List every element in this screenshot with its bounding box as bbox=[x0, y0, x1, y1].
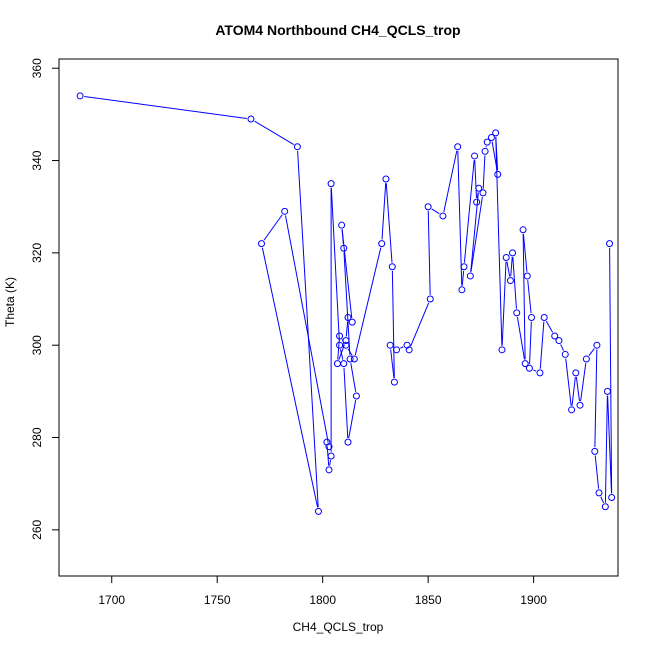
y-tick-label: 260 bbox=[30, 520, 44, 540]
x-tick-label: 1700 bbox=[98, 593, 125, 607]
x-tick-label: 1850 bbox=[415, 593, 442, 607]
x-tick-label: 1800 bbox=[309, 593, 336, 607]
y-tick-label: 280 bbox=[30, 427, 44, 447]
y-tick-label: 300 bbox=[30, 335, 44, 355]
y-tick-label: 340 bbox=[30, 150, 44, 170]
y-axis-label: Theta (K) bbox=[3, 277, 17, 327]
y-tick-label: 320 bbox=[30, 243, 44, 263]
x-axis-label: CH4_QCLS_trop bbox=[293, 620, 384, 634]
x-tick-label: 1750 bbox=[204, 593, 231, 607]
x-tick-label: 1900 bbox=[520, 593, 547, 607]
y-tick-label: 360 bbox=[30, 58, 44, 78]
chart-title: ATOM4 Northbound CH4_QCLS_trop bbox=[215, 22, 460, 38]
